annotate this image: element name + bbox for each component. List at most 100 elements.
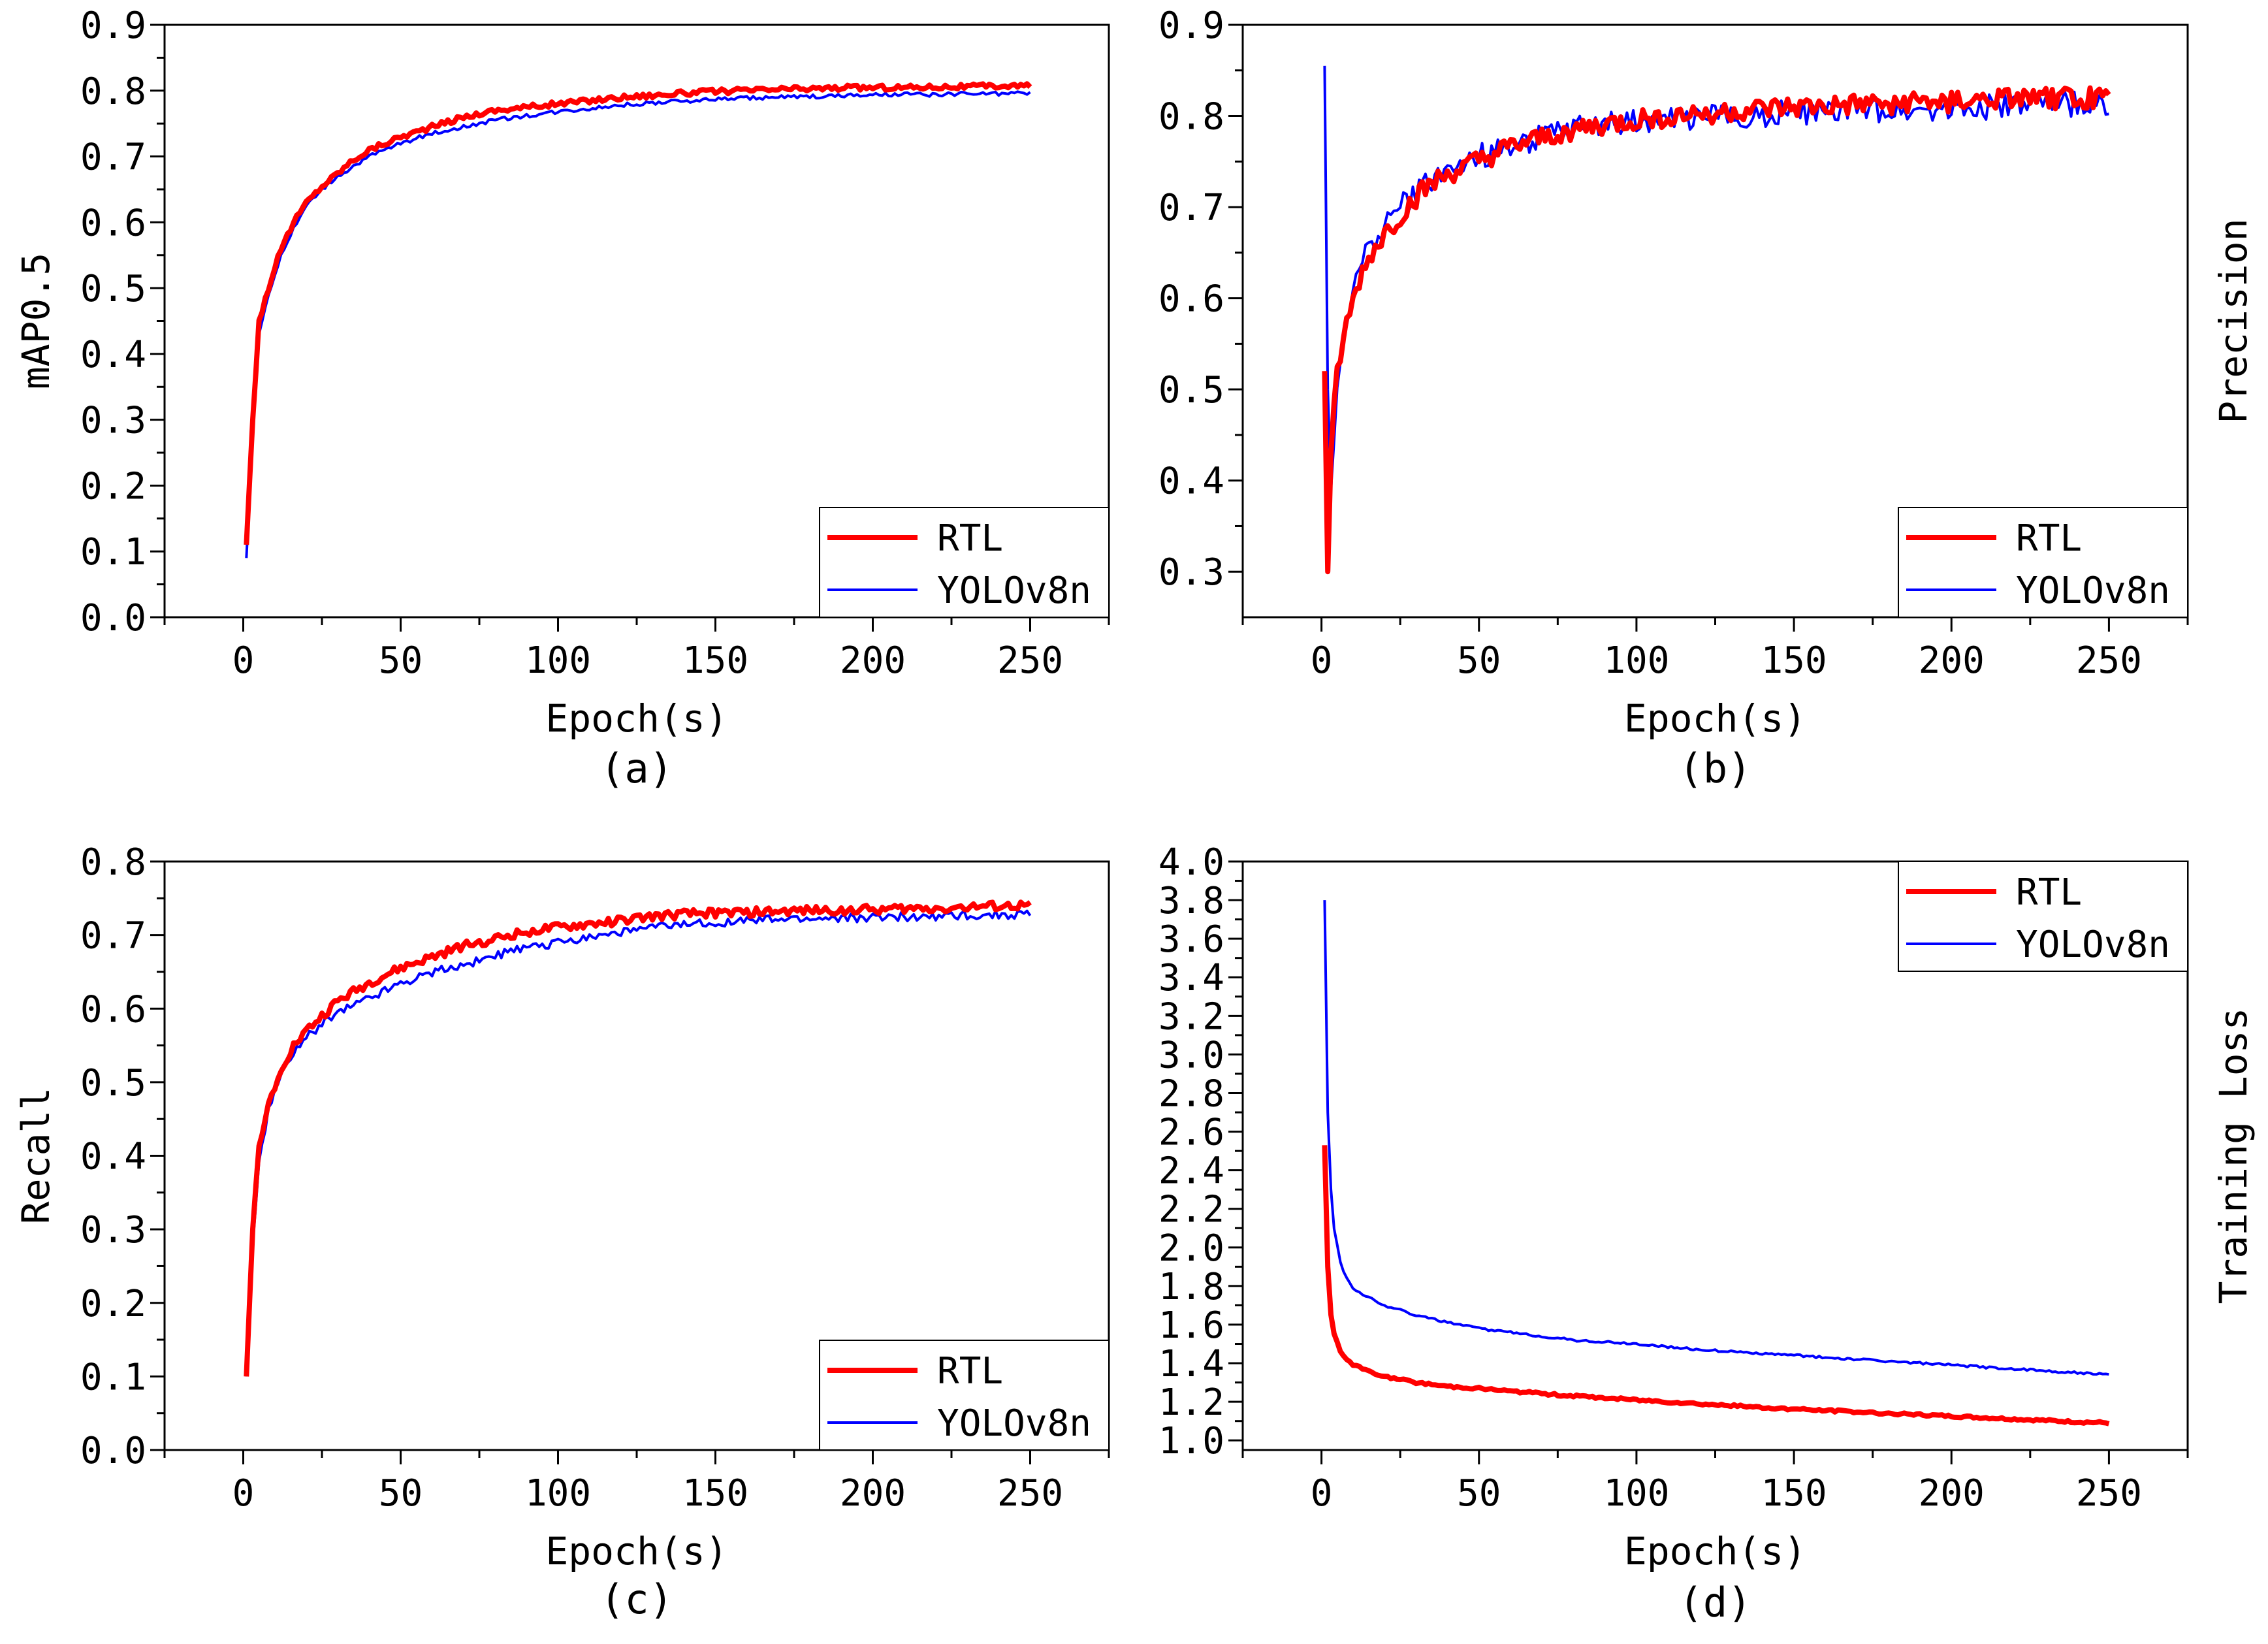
panel-a: 0 50 100 150 200 250 0.0 0.1 0.2 0.3 0.4 0.5 0.6 0.7 0… bbox=[14, 5, 1110, 792]
chart-d-x-tick-label: 150 bbox=[1761, 1472, 1827, 1515]
chart-b-y-tick-label: 0.7 bbox=[1158, 187, 1224, 229]
chart-b-legend-box bbox=[1898, 507, 2188, 618]
chart-b-y-tick-label: 0.6 bbox=[1158, 278, 1224, 321]
chart-a-x-tick-label: 50 bbox=[379, 639, 423, 682]
chart-b-caption: (b) bbox=[1679, 745, 1752, 792]
panel-b: 0 50 100 150 200 250 0.3 0.4 0.5 0.6 0.7 0.8 0.9 Epoc… bbox=[1158, 5, 2256, 792]
chart-b-x-tick-label: 0 bbox=[1311, 639, 1333, 682]
chart-a-y-tick-label: 0.1 bbox=[80, 531, 146, 573]
chart-d-legend-label-rtl: RTL bbox=[2016, 871, 2082, 914]
chart-d-y-tick-label: 1.2 bbox=[1158, 1381, 1224, 1424]
panel-d: 0 50 100 150 200 2501.01.21.41.61.82.02.22.42… bbox=[1158, 841, 2256, 1626]
chart-a-y-tick-label: 0.8 bbox=[80, 71, 146, 113]
chart-c-y-tick-label: 0.1 bbox=[80, 1356, 146, 1398]
chart-d-legend-label-yolov8n: YOLOv8n bbox=[2016, 924, 2170, 966]
chart-d-legend: RTL YOLOv8n bbox=[1898, 861, 2188, 972]
chart-c-legend-box bbox=[819, 1340, 1110, 1451]
chart-c-series-yolov8n-line bbox=[245, 909, 1032, 1377]
chart-c-y-minor-ticks bbox=[157, 897, 165, 1415]
chart-a-y-tick-label: 0.5 bbox=[80, 268, 146, 310]
chart-d-y-tick-label: 3.4 bbox=[1158, 957, 1224, 999]
chart-a-x-axis-title: Epoch(s) bbox=[545, 696, 727, 741]
chart-c-legend-label-rtl: RTL bbox=[937, 1350, 1003, 1393]
chart-a-y-axis-title: mAP0.5 bbox=[14, 253, 58, 390]
chart-a-y-tick-label: 0.7 bbox=[80, 137, 146, 179]
chart-a-y-tick-label: 0.9 bbox=[80, 5, 146, 47]
chart-b-x-tick-label: 150 bbox=[1761, 639, 1827, 682]
chart-b-x-tick-label: 250 bbox=[2076, 639, 2142, 682]
chart-d-y-tick-label: 1.4 bbox=[1158, 1343, 1224, 1385]
chart-a-y-tick-label: 0.3 bbox=[80, 400, 146, 442]
chart-b-series-rtl-line bbox=[1322, 85, 2111, 575]
chart-d-y-tick-label: 2.4 bbox=[1158, 1150, 1224, 1193]
chart-a-legend: RTL YOLOv8n bbox=[819, 507, 1110, 618]
chart-d-y-tick-label: 1.6 bbox=[1158, 1304, 1224, 1347]
chart-c-x-tick-label: 200 bbox=[840, 1472, 906, 1515]
chart-c-series-rtl-line bbox=[244, 899, 1032, 1377]
chart-a-caption: (a) bbox=[600, 745, 673, 792]
chart-c-x-tick-label: 0 bbox=[232, 1472, 255, 1515]
chart-d-y-tick-label: 3.6 bbox=[1158, 918, 1224, 961]
chart-c-legend: RTL YOLOv8n bbox=[819, 1340, 1110, 1451]
chart-c-y-tick-label: 0.7 bbox=[80, 915, 146, 958]
chart-b-legend: RTL YOLOv8n bbox=[1898, 507, 2188, 618]
chart-c-y-tick-label: 0.5 bbox=[80, 1062, 146, 1104]
chart-a-y-tick-label: 0.2 bbox=[80, 465, 146, 508]
chart-d-y-tick-label: 3.8 bbox=[1158, 880, 1224, 922]
chart-a-x-tick-label: 0 bbox=[232, 639, 255, 682]
chart-b-legend-label-yolov8n: YOLOv8n bbox=[2016, 570, 2170, 612]
chart-c-y-tick-label: 0.0 bbox=[80, 1430, 146, 1472]
chart-b-x-tick-label: 100 bbox=[1603, 639, 1669, 682]
chart-c-y-tick-label: 0.2 bbox=[80, 1283, 146, 1325]
chart-b-y-tick-label: 0.5 bbox=[1158, 369, 1224, 411]
chart-b-x-axis-title: Epoch(s) bbox=[1624, 696, 1806, 741]
chart-b-y-tick-label: 0.3 bbox=[1158, 551, 1224, 594]
chart-d-x-tick-label: 50 bbox=[1457, 1472, 1501, 1515]
chart-c-legend-label-yolov8n: YOLOv8n bbox=[937, 1402, 1091, 1445]
chart-b-legend-label-rtl: RTL bbox=[2016, 517, 2082, 560]
chart-a-series-yolov8n-line bbox=[245, 90, 1031, 558]
chart-c-x-tick-label: 50 bbox=[379, 1472, 423, 1515]
chart-d-y-tick-label: 2.6 bbox=[1158, 1112, 1224, 1154]
chart-c-x-tick-label: 100 bbox=[525, 1472, 591, 1515]
chart-a-series-rtl-line bbox=[244, 81, 1032, 545]
chart-d-series-rtl-line bbox=[1322, 1145, 2110, 1426]
chart-c-x-minor-ticks bbox=[163, 1450, 1110, 1458]
chart-d-x-axis-title: Epoch(s) bbox=[1624, 1529, 1806, 1573]
chart-c-y-tick-label: 0.3 bbox=[80, 1209, 146, 1251]
chart-b-x-minor-ticks bbox=[1241, 617, 2189, 625]
chart-b-y-axis-title: Precision bbox=[2211, 218, 2256, 423]
chart-d-x-tick-label: 0 bbox=[1311, 1472, 1333, 1515]
chart-d-y-minor-ticks bbox=[1235, 880, 1243, 1423]
chart-c-x-tick-label: 250 bbox=[997, 1472, 1063, 1515]
chart-d-series-yolov8n-line bbox=[1323, 900, 2109, 1376]
chart-b-x-tick-label: 50 bbox=[1457, 639, 1501, 682]
chart-c-y-tick-label: 0.8 bbox=[80, 841, 146, 884]
chart-a-legend-box bbox=[819, 507, 1110, 618]
chart-b-y-minor-ticks bbox=[1235, 69, 1243, 527]
chart-b-x-tick-label: 200 bbox=[1919, 639, 1985, 682]
chart-d-y-axis-title: Training Loss bbox=[2211, 1008, 2256, 1304]
chart-c-y-tick-label: 0.4 bbox=[80, 1136, 146, 1178]
chart-d-y-tick-label: 1.8 bbox=[1158, 1266, 1224, 1308]
chart-d-x-minor-ticks bbox=[1241, 1450, 2189, 1458]
chart-b-y-tick-label: 0.8 bbox=[1158, 96, 1224, 138]
chart-a-y-tick-label: 0.0 bbox=[80, 597, 146, 639]
chart-d-y-tick-label: 2.8 bbox=[1158, 1072, 1224, 1115]
chart-d-y-tick-label: 3.2 bbox=[1158, 995, 1224, 1038]
chart-a-legend-label-yolov8n: YOLOv8n bbox=[937, 570, 1091, 612]
chart-d-y-tick-label: 2.2 bbox=[1158, 1189, 1224, 1231]
chart-d-y-tick-label: 3.0 bbox=[1158, 1034, 1224, 1076]
chart-d-y-tick-label: 2.0 bbox=[1158, 1227, 1224, 1270]
chart-a-x-tick-label: 250 bbox=[997, 639, 1063, 682]
chart-c-caption: (c) bbox=[600, 1575, 673, 1623]
chart-d-y-tick-label: 1.0 bbox=[1158, 1420, 1224, 1462]
chart-b-y-tick-label: 0.4 bbox=[1158, 460, 1224, 503]
chart-d-caption: (d) bbox=[1679, 1579, 1752, 1626]
chart-c-y-tick-label: 0.6 bbox=[80, 988, 146, 1031]
panel-c: 0 50 100 150 200 250 0.0 0.1 0.2 0.3 0.4 0.5 0.6 0.7 0… bbox=[14, 841, 1110, 1623]
chart-d-x-tick-label: 100 bbox=[1603, 1472, 1669, 1515]
chart-d-x-tick-label: 250 bbox=[2076, 1472, 2142, 1515]
chart-a-x-tick-label: 150 bbox=[682, 639, 748, 682]
